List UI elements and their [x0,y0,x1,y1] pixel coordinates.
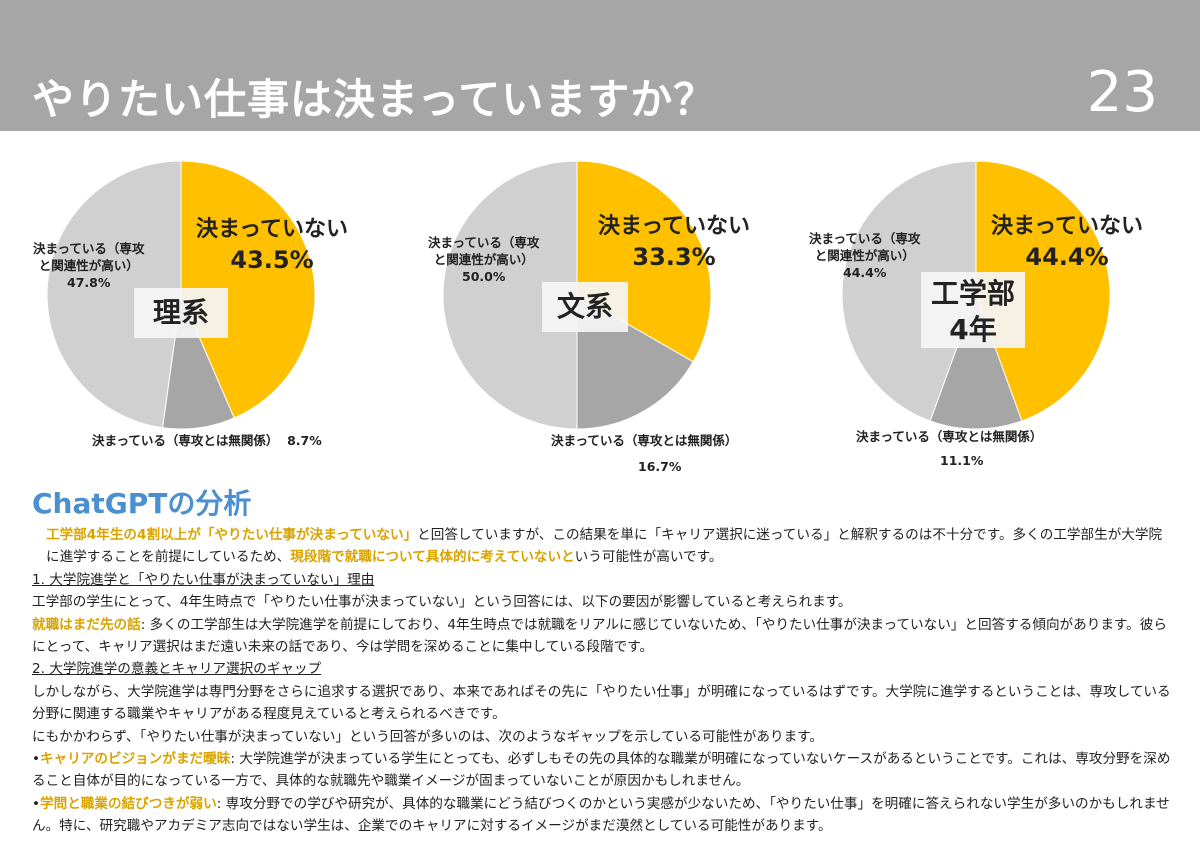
category-label-kougakubu: 工学部 4年 [921,272,1025,348]
analysis-paragraph: 就職はまだ先の話: 多くの工学部生は大学院進学を前提にしており、4年生時点では就… [32,614,1172,659]
analysis-body: 工学部4年生の4割以上が「やりたい仕事が決まっていない」と回答していますが、この… [32,524,1172,838]
highlight-text: 現段階で就職について具体的に考えていないと [290,549,575,566]
pie-chart-rikei: 決まっていない 43.5% 決まっている（専攻 と関連性が高い） 47.8% 理… [33,160,348,460]
bullet-item: •キャリアのビジョンがまだ曖昧: 大学院進学が決まっている学生にとっても、必ずし… [32,748,1172,793]
category-label-bunkei: 文系 [542,282,628,332]
body-text: : 多くの工学部生は大学院進学を前提にしており、4年生時点では就職をリアルに感じ… [32,616,1167,656]
analysis-paragraph: にもかかわらず、「やりたい仕事が決まっていない」という回答が多いのは、次のような… [32,728,824,745]
analysis-title: ChatGPTの分析 [32,487,252,520]
section-heading: 1. 大学院進学と「やりたい仕事が決まっていない」理由 [32,571,375,588]
slice-related [442,160,578,430]
body-text: いう可能性が高いです。 [574,549,723,566]
slice-related [46,160,182,429]
slice-unrelated [929,293,1023,430]
unrelated-pct-bunkei: 16.7% [638,459,682,474]
related-label: 決まっている（専攻 と関連性が高い） 50.0% [428,235,540,284]
pie-chart-kougakubu: 決まっていない 44.4% 決まっている（専攻 と関連性が高い） 44.4% 工… [809,160,1143,460]
header-bar: やりたい仕事は決まっていますか？ 23 [0,0,1200,131]
highlight-text: 工学部4年生の4割以上が「やりたい仕事が決まっていない」 [46,527,418,543]
related-label: 決まっている（専攻 と関連性が高い） 47.8% [33,241,145,290]
analysis-paragraph: 工学部の学生にとって、4年生時点で「やりたい仕事が決まっていない」という回答には… [32,594,852,611]
highlight-text: 就職はまだ先の話 [32,616,141,633]
unrelated-label-rikei: 決まっている（専攻とは無関係） 8.7% [92,433,322,448]
section-heading: 2. 大学院進学の意義とキャリア選択のギャップ [32,661,322,678]
not-decided-label: 決まっていない 44.4% [991,214,1144,271]
page-title: やりたい仕事は決まっていますか？ [32,75,717,124]
pie-chart-bunkei: 決まっていない 33.3% 決まっている（専攻 と関連性が高い） 50.0% 文… [428,160,750,460]
body-text: と回答していますが、この結果を単に「キャリア選択に迷っている」と解釈するのは不十… [46,527,1163,566]
unrelated-label-bunkei: 決まっている（専攻とは無関係） [551,433,738,448]
body-text: : 大学院進学が決まっている学生にとっても、必ずしもその先の具体的な職業が明確に… [32,751,1171,790]
analysis-paragraph: しかしながら、大学院進学は専門分野をさらに追求する選択であり、本来であればその先… [32,683,1171,723]
slice-not-decided [180,160,316,419]
slice-related [841,160,977,422]
unrelated-pct-kougakubu: 11.1% [940,453,984,468]
highlight-text: 学問と職業の結びつきが弱い [40,795,217,812]
bullet-icon: • [32,751,41,768]
bullet-icon: • [32,795,41,812]
analysis-paragraph: 工学部4年生の4割以上が「やりたい仕事が決まっていない」と回答していますが、この… [32,524,1172,569]
page-number: 23 [1086,60,1158,125]
not-decided-label: 決まっていない 43.5% [196,217,349,274]
highlight-text: キャリアのビジョンがまだ曖昧 [40,751,231,768]
slice-not-decided [975,160,1111,422]
related-label: 決まっている（専攻 と関連性が高い） 44.4% [809,231,921,280]
unrelated-label-kougakubu: 決まっている（専攻とは無関係） [856,429,1043,444]
body-text: : 専攻分野での学びや研究が、具体的な職業にどう結びつくのかという実感が少ないた… [32,795,1170,835]
pie-chart-kougakubu-svg [841,160,1111,430]
bullet-item: •学問と職業の結びつきが弱い: 専攻分野での学びや研究が、具体的な職業にどう結び… [32,793,1172,838]
not-decided-label: 決まっていない 33.3% [598,214,751,271]
category-label-rikei: 理系 [134,288,228,338]
pie-chart-rikei-svg [46,160,316,430]
